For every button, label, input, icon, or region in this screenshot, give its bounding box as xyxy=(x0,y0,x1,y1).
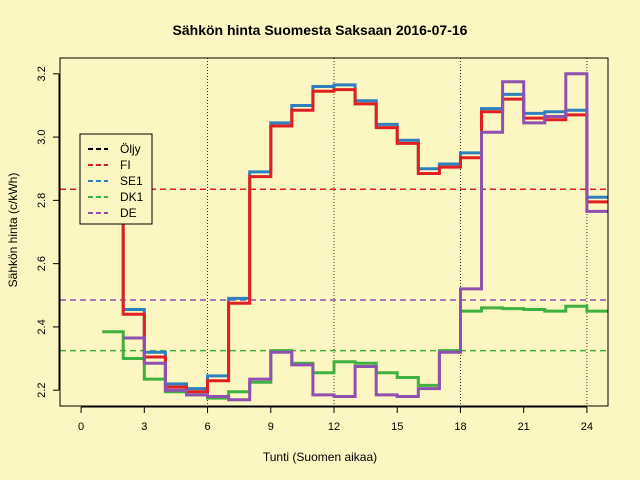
legend: Öljy FI SE1 DK1 DE xyxy=(79,133,153,225)
legend-label-öljy: Öljy xyxy=(120,142,141,156)
y-axis: 2.2 2.4 2.6 2.8 3.0 3.2 xyxy=(36,66,60,398)
reference-vlines xyxy=(207,58,588,406)
x-axis: 0 3 6 9 12 15 18 21 24 xyxy=(78,406,593,433)
legend-label-de: DE xyxy=(120,206,137,220)
legend-label-se1: SE1 xyxy=(120,174,143,188)
y-tick-label: 2.8 xyxy=(36,193,48,208)
series-lines xyxy=(102,72,608,402)
series-line-fi xyxy=(102,88,608,394)
x-tick-label: 6 xyxy=(204,421,210,433)
x-tick-label: 0 xyxy=(78,421,84,433)
plot-frame xyxy=(59,57,609,407)
x-tick-label: 21 xyxy=(518,421,530,433)
y-tick-label: 2.6 xyxy=(36,256,48,271)
x-tick-label: 24 xyxy=(581,421,593,433)
legend-label-fi: FI xyxy=(120,158,131,172)
series-line-de xyxy=(123,72,608,402)
y-tick-label: 3.2 xyxy=(36,66,48,81)
x-tick-label: 15 xyxy=(391,421,403,433)
legend-label-dk1: DK1 xyxy=(120,190,144,204)
y-tick-label: 3.0 xyxy=(36,129,48,144)
series-line-se1 xyxy=(102,83,608,391)
x-tick-label: 18 xyxy=(454,421,466,433)
chart-title: Sähkön hinta Suomesta Saksaan 2016-07-16 xyxy=(172,22,468,38)
y-tick-label: 2.2 xyxy=(36,383,48,398)
x-tick-label: 3 xyxy=(141,421,147,433)
x-axis-label: Tunti (Suomen aikaa) xyxy=(262,450,378,464)
x-tick-label: 9 xyxy=(268,421,274,433)
x-tick-label: 12 xyxy=(328,421,340,433)
y-tick-label: 2.4 xyxy=(36,319,48,334)
